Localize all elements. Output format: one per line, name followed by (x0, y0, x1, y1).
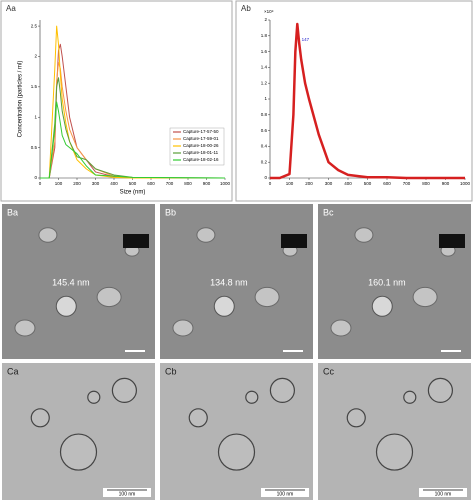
x-tick-label: 600 (147, 181, 155, 186)
scale-label: 100 nm (277, 491, 294, 497)
legend-label: Capture-18-02-16 (183, 157, 219, 162)
y-tick-label: 1.6 (261, 49, 268, 54)
vesicle (111, 377, 138, 403)
x-tick-label: 600 (383, 181, 391, 186)
y-tick-label: 2.5 (31, 23, 38, 28)
x-tick-label: 300 (92, 181, 100, 186)
x-axis-label: Size (nm) (120, 190, 146, 196)
vesicle (87, 390, 101, 404)
x-tick-label: 1000 (220, 181, 231, 186)
x-tick-label: 100 (55, 181, 63, 186)
x-tick-label: 0 (269, 181, 272, 186)
data-line (40, 25, 225, 179)
legend-label: Capture-18-00-26 (183, 143, 219, 148)
particle (14, 319, 36, 337)
panel-frame (235, 0, 473, 202)
scale-bg (419, 488, 467, 497)
data-line (40, 77, 226, 179)
panel-label: Bb (165, 207, 176, 217)
x-tick-label: 200 (73, 181, 81, 186)
data-line (270, 22, 465, 180)
scale-label: 100 nm (435, 491, 452, 497)
y-tick-label: 0.6 (261, 128, 268, 133)
y-tick-label: 0.8 (261, 112, 268, 117)
y-axis-label: Concentration (particles / ml) (18, 61, 24, 138)
y-tick-label: 1.2 (261, 80, 268, 85)
size-label: 160.1 nm (368, 277, 406, 287)
vesicle (371, 295, 393, 317)
vesicle (427, 377, 453, 403)
x-tick-label: 800 (184, 181, 192, 186)
particle (254, 286, 280, 308)
vesicle (213, 295, 235, 317)
x-tick-label: 1000 (460, 181, 471, 186)
legend-label: Capture-17-57-50 (183, 129, 219, 134)
panel-label: Ca (7, 366, 19, 376)
x-tick-label: 100 (286, 181, 294, 186)
x-tick-label: 500 (129, 181, 137, 186)
scale-bg (103, 488, 151, 497)
panel-label: Ba (7, 207, 18, 217)
y-tick-label: 1.8 (261, 33, 268, 38)
scale-label: 100 nm (119, 491, 136, 497)
x-tick-label: 900 (442, 181, 450, 186)
y-tick-label: 0.4 (261, 144, 268, 149)
x-tick-label: 700 (166, 181, 174, 186)
particle (412, 286, 438, 308)
vesicle (375, 433, 414, 471)
x-tick-label: 0 (39, 181, 42, 186)
legend-label: Capture-18-01-11 (183, 150, 219, 155)
panel-label: Cb (165, 366, 177, 376)
size-label: 145.4 nm (52, 277, 90, 287)
particle (330, 319, 352, 337)
info-box (439, 234, 465, 248)
panel-label: Aa (6, 4, 16, 13)
y-tick-label: 2 (264, 17, 267, 22)
particle (38, 227, 58, 243)
particle (96, 286, 122, 308)
y-tick-label: 0.2 (261, 159, 268, 164)
y-tick-label: 1 (264, 96, 267, 101)
vesicle (59, 433, 98, 471)
y-exponent: ×10⁹ (264, 9, 274, 14)
data-line (40, 101, 226, 179)
legend-label: Capture-17-59-01 (183, 136, 219, 141)
y-tick-label: 0 (264, 175, 267, 180)
particle (196, 227, 216, 243)
panel-label: Cc (323, 366, 334, 376)
y-tick-label: 0 (34, 175, 37, 180)
vesicle (269, 377, 295, 403)
size-label: 134.8 nm (210, 277, 248, 287)
panel-frame (0, 0, 233, 202)
info-box (123, 234, 149, 248)
x-tick-label: 400 (344, 181, 352, 186)
scale-bg (261, 488, 309, 497)
vesicle (346, 408, 366, 428)
x-tick-label: 200 (305, 181, 313, 186)
panel-label: Ab (241, 4, 251, 13)
x-tick-label: 300 (325, 181, 333, 186)
vesicle (217, 433, 256, 471)
y-tick-label: 0.5 (31, 145, 38, 150)
vesicle (245, 390, 259, 404)
particle (172, 319, 194, 337)
x-tick-label: 800 (422, 181, 430, 186)
x-tick-label: 700 (403, 181, 411, 186)
vesicle (403, 390, 417, 404)
particle (354, 227, 374, 243)
x-tick-label: 400 (110, 181, 118, 186)
y-tick-label: 1.4 (261, 65, 268, 70)
x-tick-label: 500 (364, 181, 372, 186)
panel-label: Bc (323, 207, 334, 217)
vesicle (188, 408, 208, 428)
y-tick-label: 1 (34, 114, 37, 119)
x-tick-label: 900 (203, 181, 211, 186)
y-tick-label: 2 (34, 54, 37, 59)
vesicle (55, 295, 77, 317)
y-tick-label: 1.5 (31, 84, 38, 89)
info-box (281, 234, 307, 248)
vesicle (30, 408, 50, 428)
annotation: 147 (302, 37, 310, 42)
